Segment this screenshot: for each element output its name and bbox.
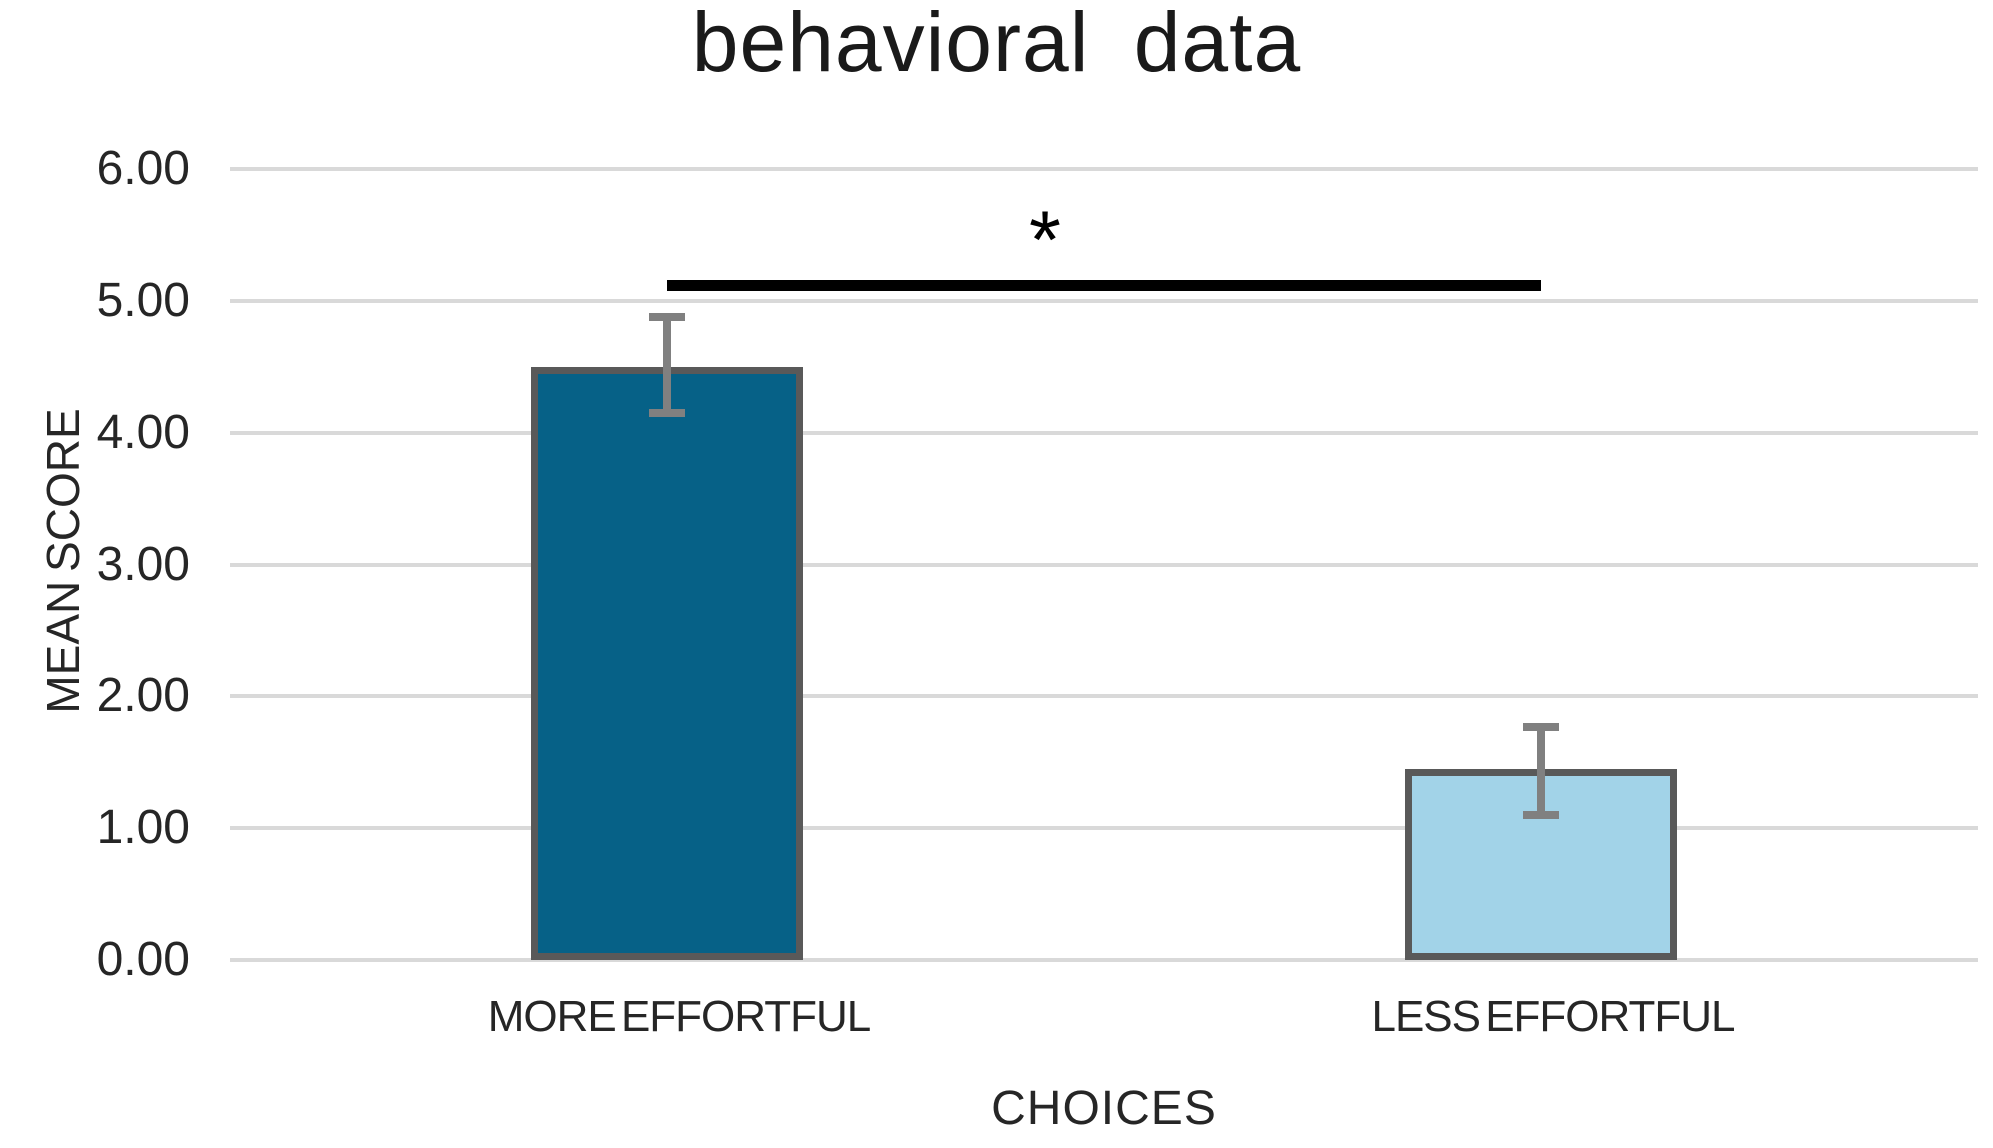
category-label-2: LESS EFFORTFUL <box>1371 992 1735 1041</box>
y-tick-label: 2.00 <box>96 669 190 723</box>
significance-line <box>667 280 1541 291</box>
plot-area: * <box>230 167 1978 962</box>
gridline-5.00 <box>230 298 1978 303</box>
gridline-4.00 <box>230 430 1978 435</box>
gridline-1.00 <box>230 826 1978 831</box>
category-label-1: MORE EFFORTFUL <box>487 992 872 1041</box>
gridline-6.00 <box>230 167 1978 171</box>
error-bar-cap-bottom <box>649 408 685 417</box>
gridline-3.00 <box>230 562 1978 567</box>
y-tick-label: 4.00 <box>96 405 190 459</box>
bar-less-effortful <box>1405 768 1677 960</box>
gridline-0.00 <box>230 958 1978 962</box>
y-tick-label: 0.00 <box>96 933 190 986</box>
significance-asterisk: * <box>1029 195 1061 286</box>
chart-title: behavioral data <box>691 0 1302 89</box>
error-bar-cap-bottom <box>1523 810 1559 819</box>
error-bar-line <box>663 316 671 413</box>
y-tick-label: 3.00 <box>96 537 190 591</box>
x-axis-title: CHOICES <box>991 1082 1217 1135</box>
error-bar-cap-top <box>649 312 685 321</box>
y-tick-label: 1.00 <box>96 801 190 855</box>
error-bar-line <box>1537 726 1545 815</box>
bar-more-effortful <box>531 366 803 960</box>
error-bar-cap-top <box>1523 722 1559 731</box>
gridline-2.00 <box>230 694 1978 699</box>
y-tick-label: 6.00 <box>96 142 190 195</box>
y-tick-label: 5.00 <box>96 273 190 327</box>
